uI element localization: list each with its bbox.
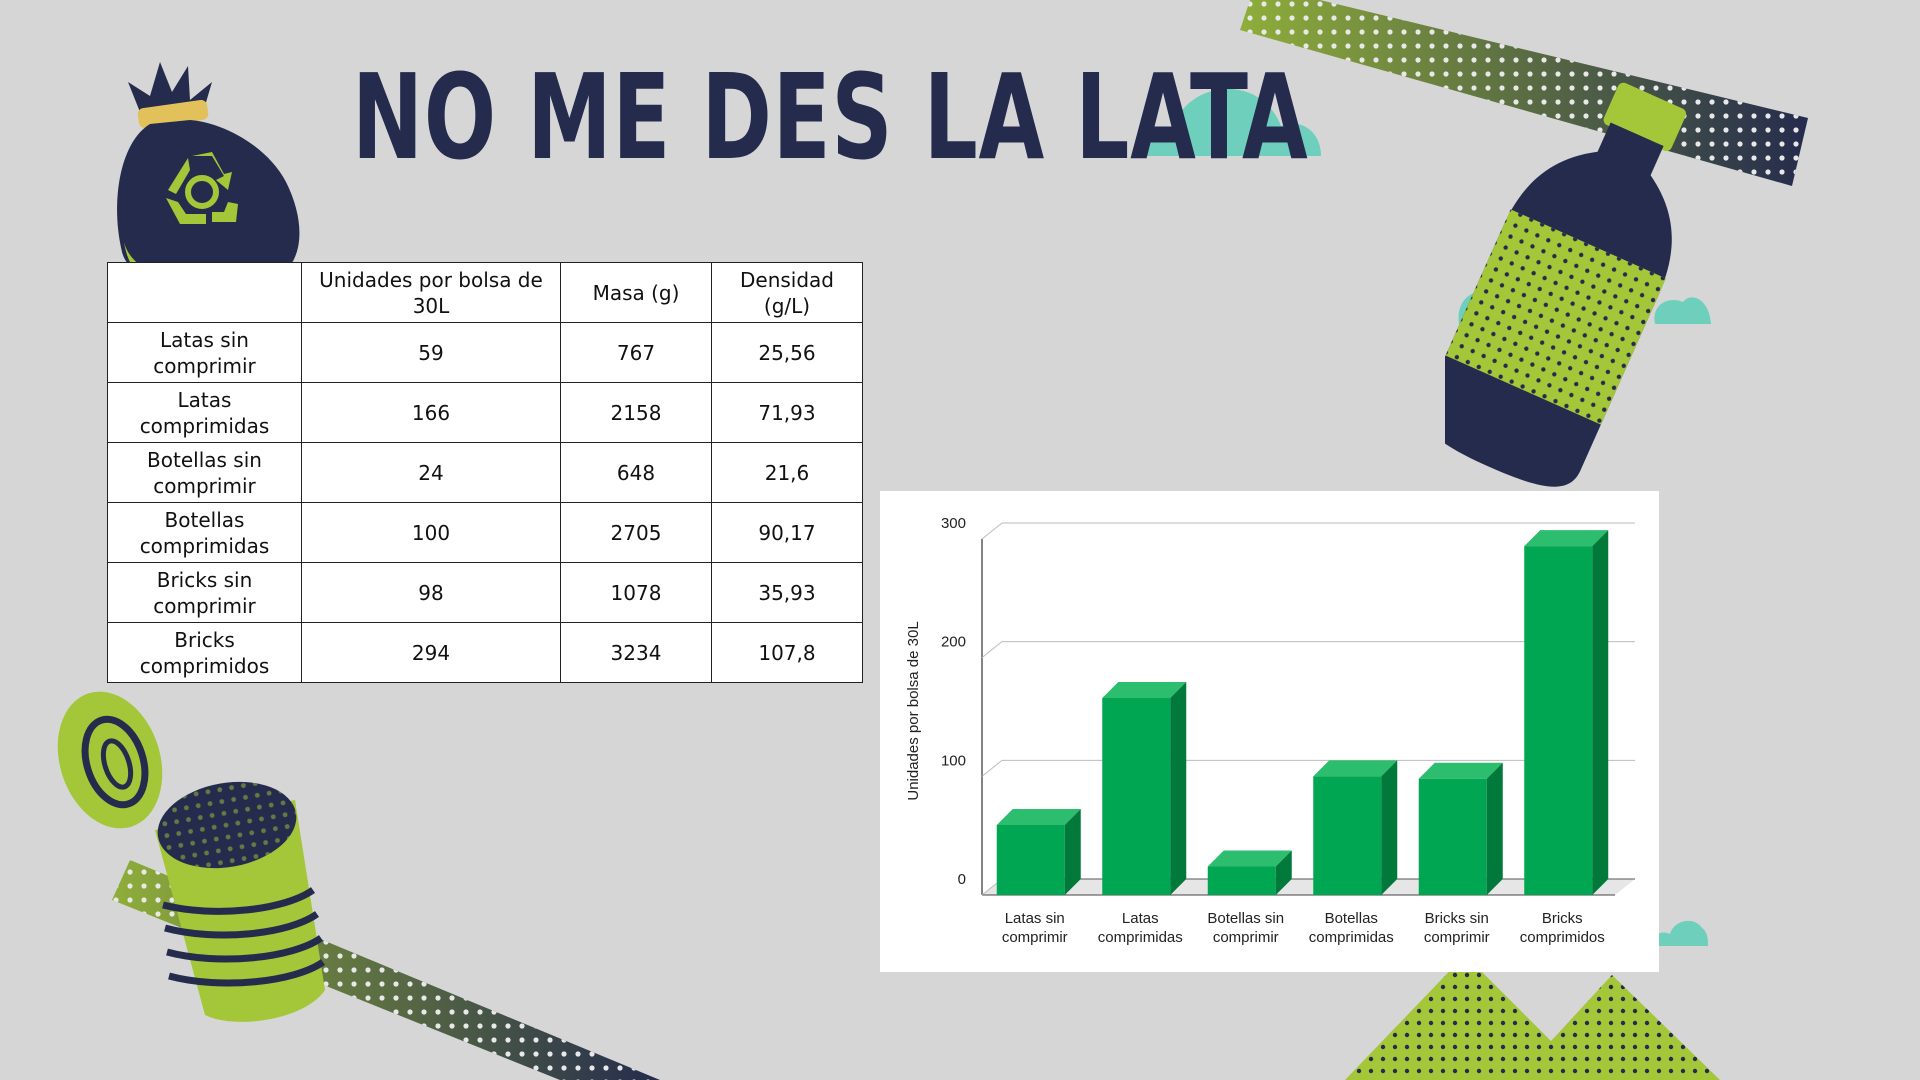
bar bbox=[1207, 866, 1276, 895]
bar-side bbox=[1170, 682, 1187, 895]
y-tick-label: 300 bbox=[941, 515, 966, 532]
table-row: Botellas sin comprimir 24 648 21,6 bbox=[107, 442, 863, 503]
bar-top bbox=[1313, 760, 1398, 777]
bar bbox=[996, 824, 1065, 895]
x-tick-label: Bricks bbox=[1542, 910, 1583, 927]
bar bbox=[1524, 546, 1593, 895]
cell-densidad: 21,6 bbox=[711, 442, 863, 503]
y-tick-label: 0 bbox=[958, 871, 966, 888]
cell-masa: 2705 bbox=[560, 502, 712, 563]
bar-side bbox=[1064, 808, 1081, 895]
table-row: Botellas comprimidas 100 2705 90,17 bbox=[107, 502, 863, 563]
x-tick-label: comprimir bbox=[1213, 929, 1279, 946]
row-label: Latas sin comprimir bbox=[107, 322, 302, 383]
bar-top bbox=[1207, 850, 1292, 867]
cloud-icon bbox=[1652, 920, 1708, 946]
cell-unidades: 24 bbox=[301, 442, 561, 503]
x-tick-label: Latas sin bbox=[1005, 910, 1065, 927]
gridline-diag bbox=[981, 522, 1003, 540]
x-tick-label: Bricks sin bbox=[1425, 910, 1489, 927]
row-label: Latas comprimidas bbox=[107, 382, 302, 443]
x-tick-label: Botellas bbox=[1325, 910, 1378, 927]
x-tick-label: comprimidas bbox=[1309, 929, 1394, 946]
bar bbox=[1102, 698, 1171, 895]
table-row: Latas sin comprimir 59 767 25,56 bbox=[107, 322, 863, 383]
row-label: Bricks sin comprimir bbox=[107, 562, 302, 623]
bar-side bbox=[1592, 530, 1609, 895]
x-tick-label: Botellas sin bbox=[1207, 910, 1284, 927]
chart-panel: 0 100 200 300 Unidades por bolsa de 30L Latas… bbox=[880, 491, 1659, 972]
y-axis-label: Unidades por bolsa de 30L bbox=[905, 621, 922, 800]
y-tick-label: 100 bbox=[941, 752, 966, 769]
cell-densidad: 25,56 bbox=[711, 322, 863, 383]
bottle-icon bbox=[1445, 82, 1687, 487]
bar bbox=[1313, 776, 1382, 895]
table-header-cell: Masa (g) bbox=[560, 262, 712, 323]
x-tick-label: comprimidos bbox=[1520, 929, 1605, 946]
cell-masa: 767 bbox=[560, 322, 712, 383]
bar-top bbox=[1418, 762, 1503, 779]
x-tick-label: comprimir bbox=[1424, 929, 1490, 946]
cell-densidad: 71,93 bbox=[711, 382, 863, 443]
cloud-icon bbox=[1137, 88, 1321, 156]
can-icon bbox=[57, 691, 326, 1022]
cell-unidades: 100 bbox=[301, 502, 561, 563]
row-label: Botellas sin comprimir bbox=[107, 442, 302, 503]
table-header-cell: Densidad (g/L) bbox=[711, 262, 863, 323]
table-header-cell: Unidades por bolsa de 30L bbox=[301, 262, 561, 323]
gridline-diag bbox=[981, 641, 1003, 659]
cell-unidades: 98 bbox=[301, 562, 561, 623]
cell-unidades: 59 bbox=[301, 322, 561, 383]
bar-top bbox=[1102, 682, 1187, 699]
table-row: Bricks comprimidos 294 3234 107,8 bbox=[107, 622, 863, 683]
cell-densidad: 107,8 bbox=[711, 622, 863, 683]
row-label: Botellas comprimidas bbox=[107, 502, 302, 563]
table-header-row: Unidades por bolsa de 30L Masa (g) Densi… bbox=[107, 262, 863, 323]
x-tick-label: comprimir bbox=[1002, 929, 1068, 946]
cell-masa: 2158 bbox=[560, 382, 712, 443]
y-tick-label: 200 bbox=[941, 634, 966, 651]
bar-side bbox=[1486, 762, 1503, 895]
cell-masa: 3234 bbox=[560, 622, 712, 683]
cell-masa: 1078 bbox=[560, 562, 712, 623]
x-tick-label: comprimidas bbox=[1098, 929, 1183, 946]
bar bbox=[1418, 778, 1487, 895]
gridline-diag bbox=[981, 759, 1003, 777]
bar-top bbox=[1524, 530, 1609, 547]
cell-unidades: 294 bbox=[301, 622, 561, 683]
x-tick-label: Latas bbox=[1122, 910, 1159, 927]
page-title: NO ME DES LA LATA bbox=[352, 48, 1309, 186]
bar-top bbox=[996, 808, 1081, 825]
cell-densidad: 35,93 bbox=[711, 562, 863, 623]
cell-densidad: 90,17 bbox=[711, 502, 863, 563]
data-table: Unidades por bolsa de 30L Masa (g) Densi… bbox=[107, 262, 863, 683]
cell-unidades: 166 bbox=[301, 382, 561, 443]
table-row: Latas comprimidas 166 2158 71,93 bbox=[107, 382, 863, 443]
table-row: Bricks sin comprimir 98 1078 35,93 bbox=[107, 562, 863, 623]
bar-chart: 0 100 200 300 Unidades por bolsa de 30L Latas… bbox=[905, 515, 1635, 946]
row-label: Bricks comprimidos bbox=[107, 622, 302, 683]
bar-side bbox=[1381, 760, 1398, 895]
table-header-cell bbox=[107, 262, 302, 323]
cell-masa: 648 bbox=[560, 442, 712, 503]
bar-side bbox=[1275, 850, 1292, 895]
